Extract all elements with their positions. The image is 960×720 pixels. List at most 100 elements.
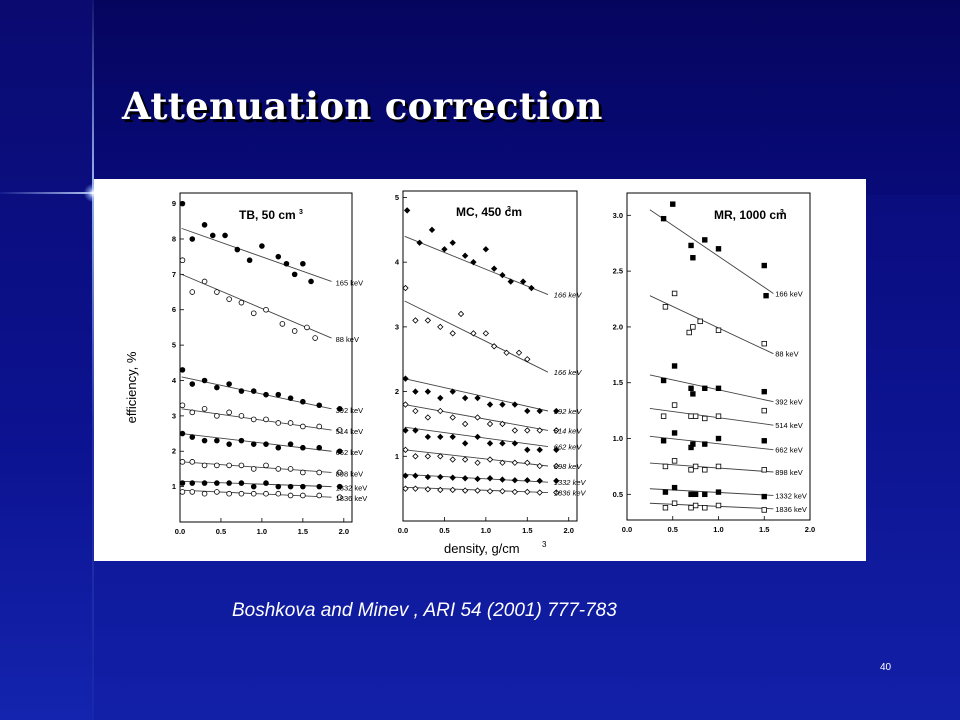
data-point: [499, 459, 506, 466]
data-point: [662, 505, 669, 511]
data-point: [499, 401, 506, 408]
data-point: [287, 483, 294, 490]
x-tick-label: 1.0: [481, 526, 491, 535]
data-point: [470, 259, 477, 266]
data-point: [553, 446, 560, 453]
data-point: [524, 446, 531, 453]
data-point: [474, 414, 481, 421]
data-point: [490, 343, 498, 350]
data-point: [761, 388, 767, 395]
data-point: [226, 409, 232, 416]
data-point: [287, 466, 294, 472]
data-point: [688, 467, 694, 473]
series-label: 1332 keV: [775, 491, 807, 500]
data-point: [402, 401, 409, 408]
left-band: [0, 0, 92, 720]
data-point: [300, 483, 306, 490]
y-tick-label: 5: [395, 193, 399, 202]
data-point: [275, 466, 282, 472]
data-point: [304, 324, 310, 331]
series-label: 898 keV: [336, 469, 364, 478]
chart-title: MC, 450 cm: [456, 205, 522, 219]
data-point: [300, 444, 306, 451]
data-point: [189, 381, 196, 387]
series-label: 898 keV: [554, 462, 583, 471]
data-point: [461, 420, 469, 428]
top-band: [92, 0, 960, 195]
series-label: 662 keV: [336, 448, 364, 457]
data-point: [449, 388, 456, 395]
data-point: [511, 401, 519, 408]
data-point: [214, 289, 220, 295]
data-point: [671, 402, 678, 408]
data-point: [761, 507, 767, 513]
slide-title: Attenuation correction: [122, 84, 603, 128]
data-point: [226, 296, 232, 302]
x-tick-label: 2.0: [563, 526, 573, 535]
data-point: [336, 469, 343, 476]
data-point: [179, 459, 186, 465]
data-point: [316, 469, 323, 476]
data-point: [692, 502, 699, 509]
data-point: [482, 330, 490, 337]
fit-line: [181, 489, 332, 498]
chart-title: MR, 1000 cm: [714, 208, 787, 222]
data-point: [263, 306, 269, 313]
data-point: [524, 427, 531, 434]
fit-line: [181, 433, 332, 452]
citation-caption: Boshkova and Minev , ARI 54 (2001) 777-7…: [232, 600, 617, 621]
data-point: [490, 265, 498, 272]
x-tick-label: 0.5: [216, 527, 226, 536]
data-point: [486, 420, 494, 428]
data-point: [238, 437, 245, 444]
data-point: [524, 407, 531, 415]
data-point: [246, 257, 253, 264]
fit-line: [404, 378, 549, 412]
data-point: [412, 388, 419, 395]
y-tick-label: 2: [172, 447, 176, 456]
data-point: [209, 232, 216, 239]
data-point: [461, 440, 469, 447]
data-point: [474, 394, 481, 402]
data-point: [715, 463, 722, 470]
data-point: [486, 440, 494, 447]
data-point: [275, 420, 282, 426]
data-point: [449, 486, 456, 494]
data-point: [553, 427, 560, 434]
data-point: [511, 477, 519, 484]
data-point: [214, 489, 220, 495]
series-label: 166 keV: [554, 368, 583, 377]
data-point: [424, 433, 432, 441]
data-point: [336, 494, 343, 501]
figure-panel: 0.0 0.5 1.0 1.5 2.0 1 2 3 4 5 6 7 8 9 TB, 50 cm 3 165 ke…: [94, 179, 866, 561]
data-point: [715, 385, 722, 392]
data-point: [179, 480, 186, 486]
fit-line: [404, 449, 549, 467]
series-label: 514 keV: [336, 427, 364, 436]
data-point: [524, 459, 531, 466]
data-point: [189, 289, 196, 295]
chart-title-superscript: 3: [299, 209, 303, 216]
series-label: 392 keV: [554, 407, 583, 416]
data-point: [486, 456, 494, 463]
data-point: [715, 246, 722, 252]
data-point: [449, 474, 456, 481]
data-point: [536, 489, 543, 496]
data-point: [402, 472, 409, 479]
data-point: [336, 427, 343, 433]
data-point: [402, 485, 409, 492]
data-point: [214, 480, 220, 486]
data-point: [499, 476, 506, 483]
data-point: [226, 462, 232, 469]
data-point: [486, 401, 494, 408]
chart-title-superscript: 3: [507, 206, 511, 213]
data-point: [263, 480, 269, 486]
x-tick-label: 0.5: [668, 525, 678, 534]
data-point: [238, 490, 245, 497]
data-point: [336, 448, 343, 455]
x-axis-label: density, g/cm: [444, 541, 520, 556]
data-point: [287, 492, 294, 499]
data-point: [201, 377, 208, 384]
series-label: 662 keV: [554, 443, 583, 452]
